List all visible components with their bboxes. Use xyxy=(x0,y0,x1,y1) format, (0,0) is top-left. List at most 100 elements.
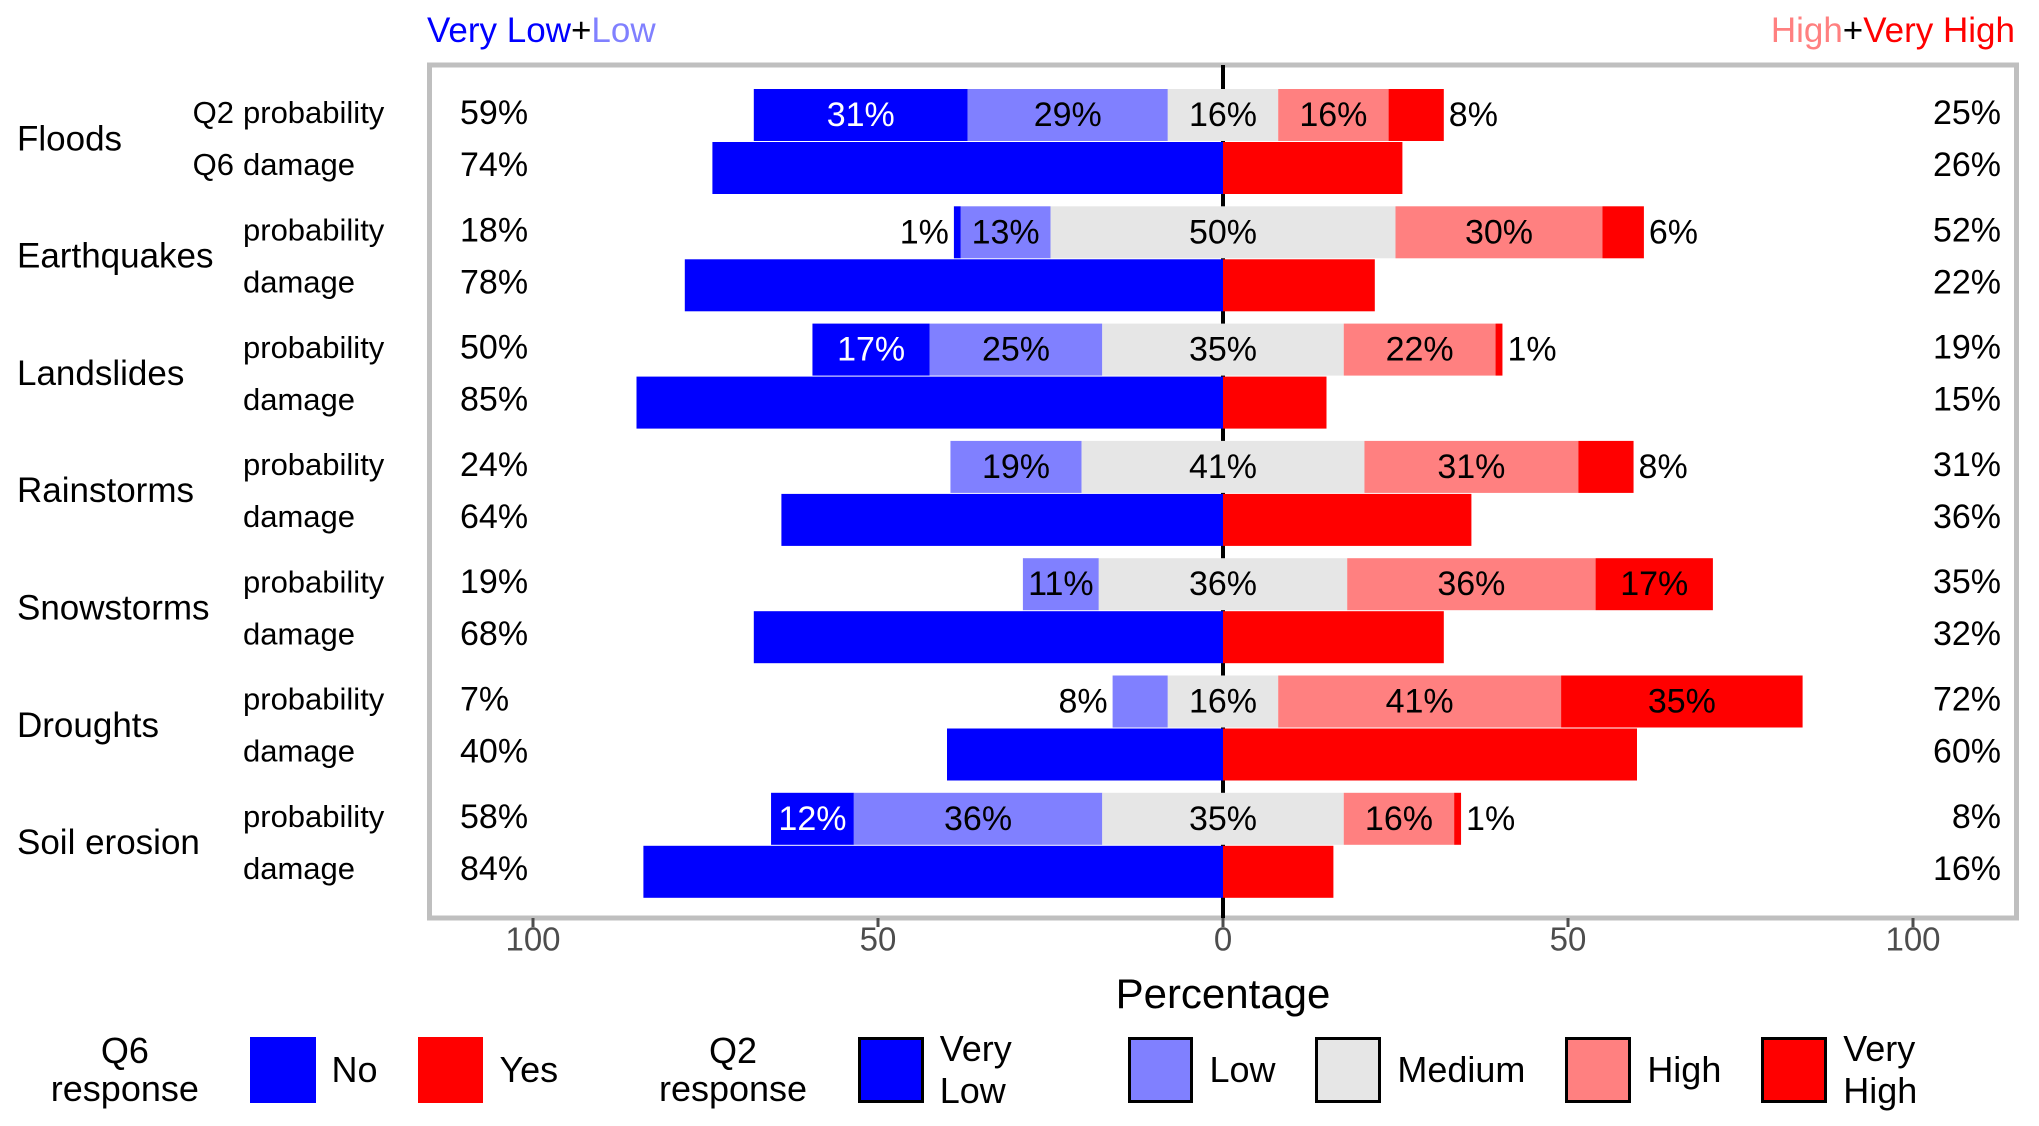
value-label: 16% xyxy=(1299,96,1367,134)
total-left: 78% xyxy=(460,263,528,301)
bar-segment xyxy=(1081,440,1365,493)
row-label: probability xyxy=(243,564,385,599)
value-label: 6% xyxy=(1649,213,1698,251)
bar-segment xyxy=(1343,792,1455,845)
header: High+Very High xyxy=(1771,11,2015,50)
bar-segment xyxy=(1278,89,1389,141)
value-label: 16% xyxy=(1189,96,1257,134)
total-right: 60% xyxy=(1933,732,2001,770)
total-left: 74% xyxy=(460,146,528,184)
row-label: probability xyxy=(243,682,385,717)
total-left: 58% xyxy=(460,798,528,836)
legend-label: Yes xyxy=(499,1049,559,1090)
hazard-label: Landslides xyxy=(17,354,184,393)
header-part: Very Low xyxy=(427,11,572,50)
row-label: probability xyxy=(243,212,385,247)
bar-segment xyxy=(1278,675,1562,728)
value-label: 35% xyxy=(1648,682,1716,720)
value-label: 22% xyxy=(1386,331,1454,369)
bar-segment xyxy=(1223,611,1444,664)
header-part: + xyxy=(1843,11,1863,50)
header: Very Low+Low xyxy=(427,11,656,50)
row-label: damage xyxy=(243,616,355,651)
legend-swatch xyxy=(1761,1037,1828,1103)
value-label: 1% xyxy=(900,213,949,251)
bar-segment xyxy=(643,845,1223,898)
value-label: 31% xyxy=(827,96,895,134)
bar-segment xyxy=(1602,206,1644,259)
bar-segment xyxy=(753,89,968,141)
value-label: 1% xyxy=(1507,331,1556,369)
value-label: 35% xyxy=(1189,331,1257,369)
bar-segment xyxy=(953,206,961,259)
value-label: 41% xyxy=(1386,682,1454,720)
legend: Q6 response No Yes Q2 response Very Low Low Me… xyxy=(40,1028,2039,1112)
total-left: 85% xyxy=(460,381,528,419)
row-label: damage xyxy=(243,851,355,886)
header-part: Very High xyxy=(1863,11,2015,50)
total-right: 19% xyxy=(1933,329,2001,367)
bar-segment xyxy=(712,142,1223,194)
bar-segment xyxy=(1223,728,1637,781)
bar-segment xyxy=(853,792,1103,845)
value-label: 30% xyxy=(1465,213,1533,251)
legend-label: High xyxy=(1647,1049,1722,1090)
bar-segment xyxy=(636,376,1223,429)
value-label: 17% xyxy=(837,331,905,369)
value-label: 25% xyxy=(982,331,1050,369)
total-right: 31% xyxy=(1933,446,2001,484)
bar-segment xyxy=(950,440,1082,493)
bar-segment xyxy=(753,611,1223,664)
value-label: 29% xyxy=(1034,96,1102,134)
bar-segment xyxy=(1343,323,1496,376)
bar-segment xyxy=(967,89,1168,141)
question-label: Q2 xyxy=(193,95,234,130)
bar-segment xyxy=(1167,675,1279,728)
total-left: 68% xyxy=(460,615,528,653)
bar-segment xyxy=(1112,675,1168,728)
bar-segment xyxy=(1495,323,1503,376)
value-label: 17% xyxy=(1620,565,1688,603)
value-label: 8% xyxy=(1639,448,1688,486)
total-left: 19% xyxy=(460,563,528,601)
value-label: 41% xyxy=(1189,448,1257,486)
hazard-label: Droughts xyxy=(17,706,159,745)
legend-label: Very High xyxy=(1843,1028,1918,1111)
value-label: 16% xyxy=(1365,800,1433,838)
total-left: 59% xyxy=(460,94,528,132)
bar-segment xyxy=(1578,440,1634,493)
bar-segment xyxy=(1223,493,1472,546)
legend-label: Medium xyxy=(1397,1049,1526,1090)
header-part: Low xyxy=(591,11,656,50)
x-axis-title: Percentage xyxy=(1116,970,1331,1017)
bar-segment xyxy=(1347,558,1596,611)
total-right: 22% xyxy=(1933,263,2001,301)
total-right: 32% xyxy=(1933,615,2001,653)
total-right: 26% xyxy=(1933,146,2001,184)
hazard-label: Rainstorms xyxy=(17,471,194,510)
row-label: damage xyxy=(243,264,355,299)
total-left: 84% xyxy=(460,850,528,888)
value-label: 8% xyxy=(1449,96,1498,134)
total-right: 8% xyxy=(1952,798,2001,836)
total-left: 18% xyxy=(460,211,528,249)
x-tick-label: 0 xyxy=(1214,921,1232,958)
row-label: probability xyxy=(243,95,385,130)
header-part: + xyxy=(571,11,591,50)
bar-segment xyxy=(1561,675,1803,728)
hazard-label: Soil erosion xyxy=(17,823,200,862)
bar-segment xyxy=(812,323,930,376)
row-label: damage xyxy=(243,499,355,534)
value-label: 1% xyxy=(1466,800,1515,838)
total-right: 16% xyxy=(1933,850,2001,888)
row-label: probability xyxy=(243,330,385,365)
total-right: 25% xyxy=(1933,94,2001,132)
legend-swatch xyxy=(1565,1037,1632,1103)
total-left: 40% xyxy=(460,732,528,770)
legend-label: No xyxy=(331,1049,378,1090)
total-right: 52% xyxy=(1933,211,2001,249)
bar-segment xyxy=(1167,89,1279,141)
header-part: High xyxy=(1771,11,1843,50)
